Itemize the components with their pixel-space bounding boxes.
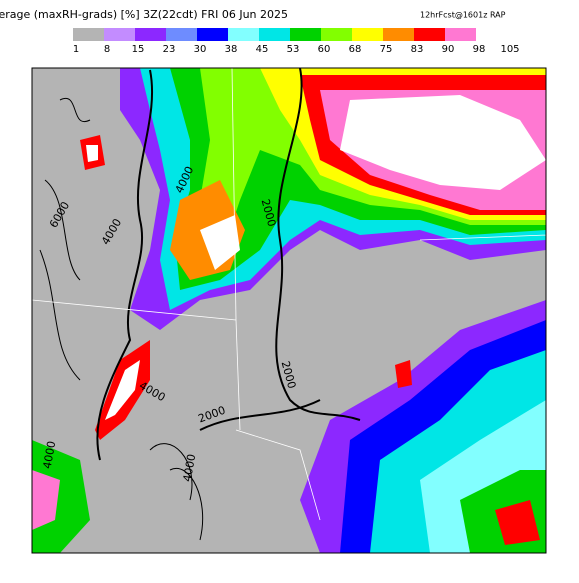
level-label: 15 xyxy=(132,44,145,55)
level-label: 75 xyxy=(380,44,393,55)
level-label: 1 xyxy=(73,44,79,55)
color-swatch xyxy=(166,28,197,41)
color-swatch xyxy=(352,28,383,41)
map-frame xyxy=(31,67,547,554)
level-label: 83 xyxy=(411,44,424,55)
level-label: 30 xyxy=(194,44,207,55)
color-swatch xyxy=(104,28,135,41)
level-label: 68 xyxy=(349,44,362,55)
color-swatch xyxy=(414,28,445,41)
level-label: 90 xyxy=(442,44,455,55)
map xyxy=(32,68,546,553)
colorbar: 1 8 15 23 30 38 45 53 60 68 75 83 90 98 105 xyxy=(73,28,520,55)
level-label: 60 xyxy=(318,44,331,55)
level-label: 45 xyxy=(256,44,269,55)
level-label: 53 xyxy=(287,44,300,55)
source: 12hrFcst@1601z RAP xyxy=(420,11,506,20)
color-swatch xyxy=(476,28,507,41)
color-swatch xyxy=(73,28,104,41)
color-swatch xyxy=(228,28,259,41)
color-swatch xyxy=(383,28,414,41)
color-swatch xyxy=(197,28,228,41)
color-swatch xyxy=(445,28,476,41)
color-swatch xyxy=(321,28,352,41)
color-swatch xyxy=(135,28,166,41)
level-label: 98 xyxy=(473,44,486,55)
contour-label: 4000 xyxy=(181,453,199,483)
color-swatch xyxy=(290,28,321,41)
level-label: 8 xyxy=(104,44,110,55)
color-swatch xyxy=(259,28,290,41)
level-label: 105 xyxy=(500,44,519,55)
contour-label: 4000 xyxy=(41,440,59,470)
title: BL Cloud Coverage (maxRH-grads) [%] 3Z(2… xyxy=(0,8,288,21)
level-label: 38 xyxy=(225,44,238,55)
level-label: 23 xyxy=(163,44,176,55)
